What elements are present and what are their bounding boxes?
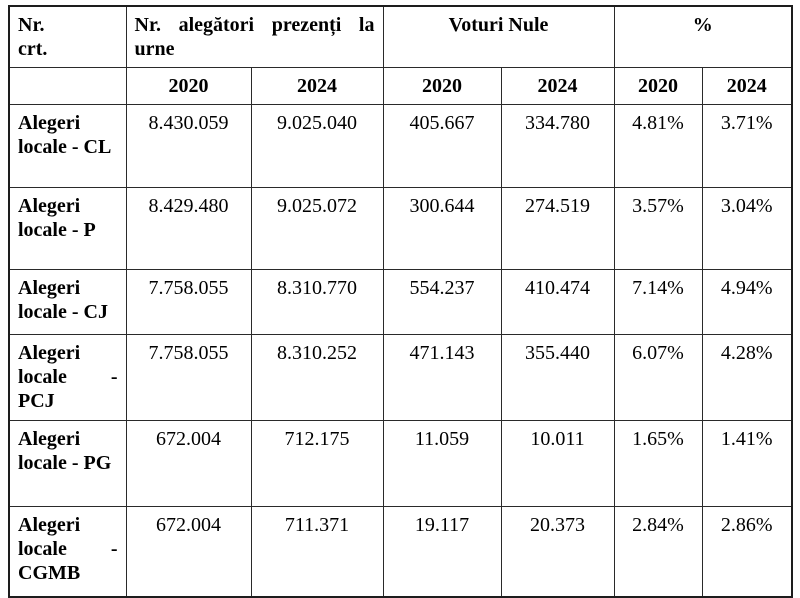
cell-present-2024: 712.175: [250, 420, 384, 507]
cell-null-2020: 471.143: [382, 334, 502, 421]
row-label: Alegeri locale - P: [8, 187, 127, 270]
cell-null-2024: 334.780: [500, 104, 615, 188]
header-year-pct-2024: 2024: [701, 67, 793, 105]
cell-pct-2020: 4.81%: [613, 104, 703, 188]
cell-present-2020: 7.758.055: [125, 269, 252, 335]
cell-pct-2024: 3.04%: [701, 187, 793, 270]
header-year-present-2024: 2024: [250, 67, 384, 105]
table-row-cl: Alegeri locale - CL 8.430.059 9.025.040 …: [8, 104, 793, 188]
cell-present-2024: 711.371: [250, 506, 384, 597]
table-row-cj: Alegeri locale - CJ 7.758.055 8.310.770 …: [8, 269, 793, 335]
cell-present-2024: 8.310.770: [250, 269, 384, 335]
cell-null-2020: 300.644: [382, 187, 502, 270]
table-row-p: Alegeri locale - P 8.429.480 9.025.072 3…: [8, 187, 793, 270]
cell-pct-2020: 6.07%: [613, 334, 703, 421]
header-year-null-2024: 2024: [500, 67, 615, 105]
cell-null-2020: 19.117: [382, 506, 502, 597]
header-year-null-2020: 2020: [382, 67, 502, 105]
cell-null-2024: 410.474: [500, 269, 615, 335]
cell-null-2024: 10.011: [500, 420, 615, 507]
table-row-pcj: Alegeri locale - PCJ 7.758.055 8.310.252…: [8, 334, 793, 421]
header-row-groups: Nr. crt. Nr. alegători prezenți la urne …: [8, 5, 793, 68]
cell-present-2020: 8.429.480: [125, 187, 252, 270]
cell-pct-2020: 3.57%: [613, 187, 703, 270]
cell-present-2020: 8.430.059: [125, 104, 252, 188]
cell-null-2024: 355.440: [500, 334, 615, 421]
header-percent-group: %: [613, 5, 793, 68]
cell-pct-2024: 4.28%: [701, 334, 793, 421]
table-row-cgmb: Alegeri locale - CGMB 672.004 711.371 19…: [8, 506, 793, 597]
table-row-pg: Alegeri locale - PG 672.004 712.175 11.0…: [8, 420, 793, 507]
election-stats-table: Nr. crt. Nr. alegători prezenți la urne …: [8, 5, 794, 598]
cell-pct-2024: 3.71%: [701, 104, 793, 188]
cell-present-2020: 7.758.055: [125, 334, 252, 421]
cell-pct-2020: 7.14%: [613, 269, 703, 335]
cell-null-2020: 554.237: [382, 269, 502, 335]
row-label: Alegeri locale - CL: [8, 104, 127, 188]
cell-pct-2020: 2.84%: [613, 506, 703, 597]
cell-null-2020: 11.059: [382, 420, 502, 507]
cell-pct-2024: 2.86%: [701, 506, 793, 597]
cell-present-2024: 9.025.072: [250, 187, 384, 270]
header-present-group: Nr. alegători prezenți la urne: [125, 5, 384, 68]
row-label: Alegeri locale - PG: [8, 420, 127, 507]
cell-null-2024: 274.519: [500, 187, 615, 270]
row-label: Alegeri locale - PCJ: [8, 334, 127, 421]
cell-pct-2024: 1.41%: [701, 420, 793, 507]
cell-present-2020: 672.004: [125, 420, 252, 507]
cell-present-2020: 672.004: [125, 506, 252, 597]
row-label: Alegeri locale - CJ: [8, 269, 127, 335]
row-label: Alegeri locale - CGMB: [8, 506, 127, 597]
header-null-votes-group: Voturi Nule: [382, 5, 615, 68]
header-year-pct-2020: 2020: [613, 67, 703, 105]
cell-null-2020: 405.667: [382, 104, 502, 188]
cell-present-2024: 9.025.040: [250, 104, 384, 188]
cell-pct-2020: 1.65%: [613, 420, 703, 507]
cell-pct-2024: 4.94%: [701, 269, 793, 335]
header-nr-crt: Nr. crt.: [8, 5, 127, 68]
cell-null-2024: 20.373: [500, 506, 615, 597]
header-row-years: 2020 2024 2020 2024 2020 2024: [8, 67, 793, 105]
cell-present-2024: 8.310.252: [250, 334, 384, 421]
header-year-present-2020: 2020: [125, 67, 252, 105]
header-empty-cell: [8, 67, 127, 105]
